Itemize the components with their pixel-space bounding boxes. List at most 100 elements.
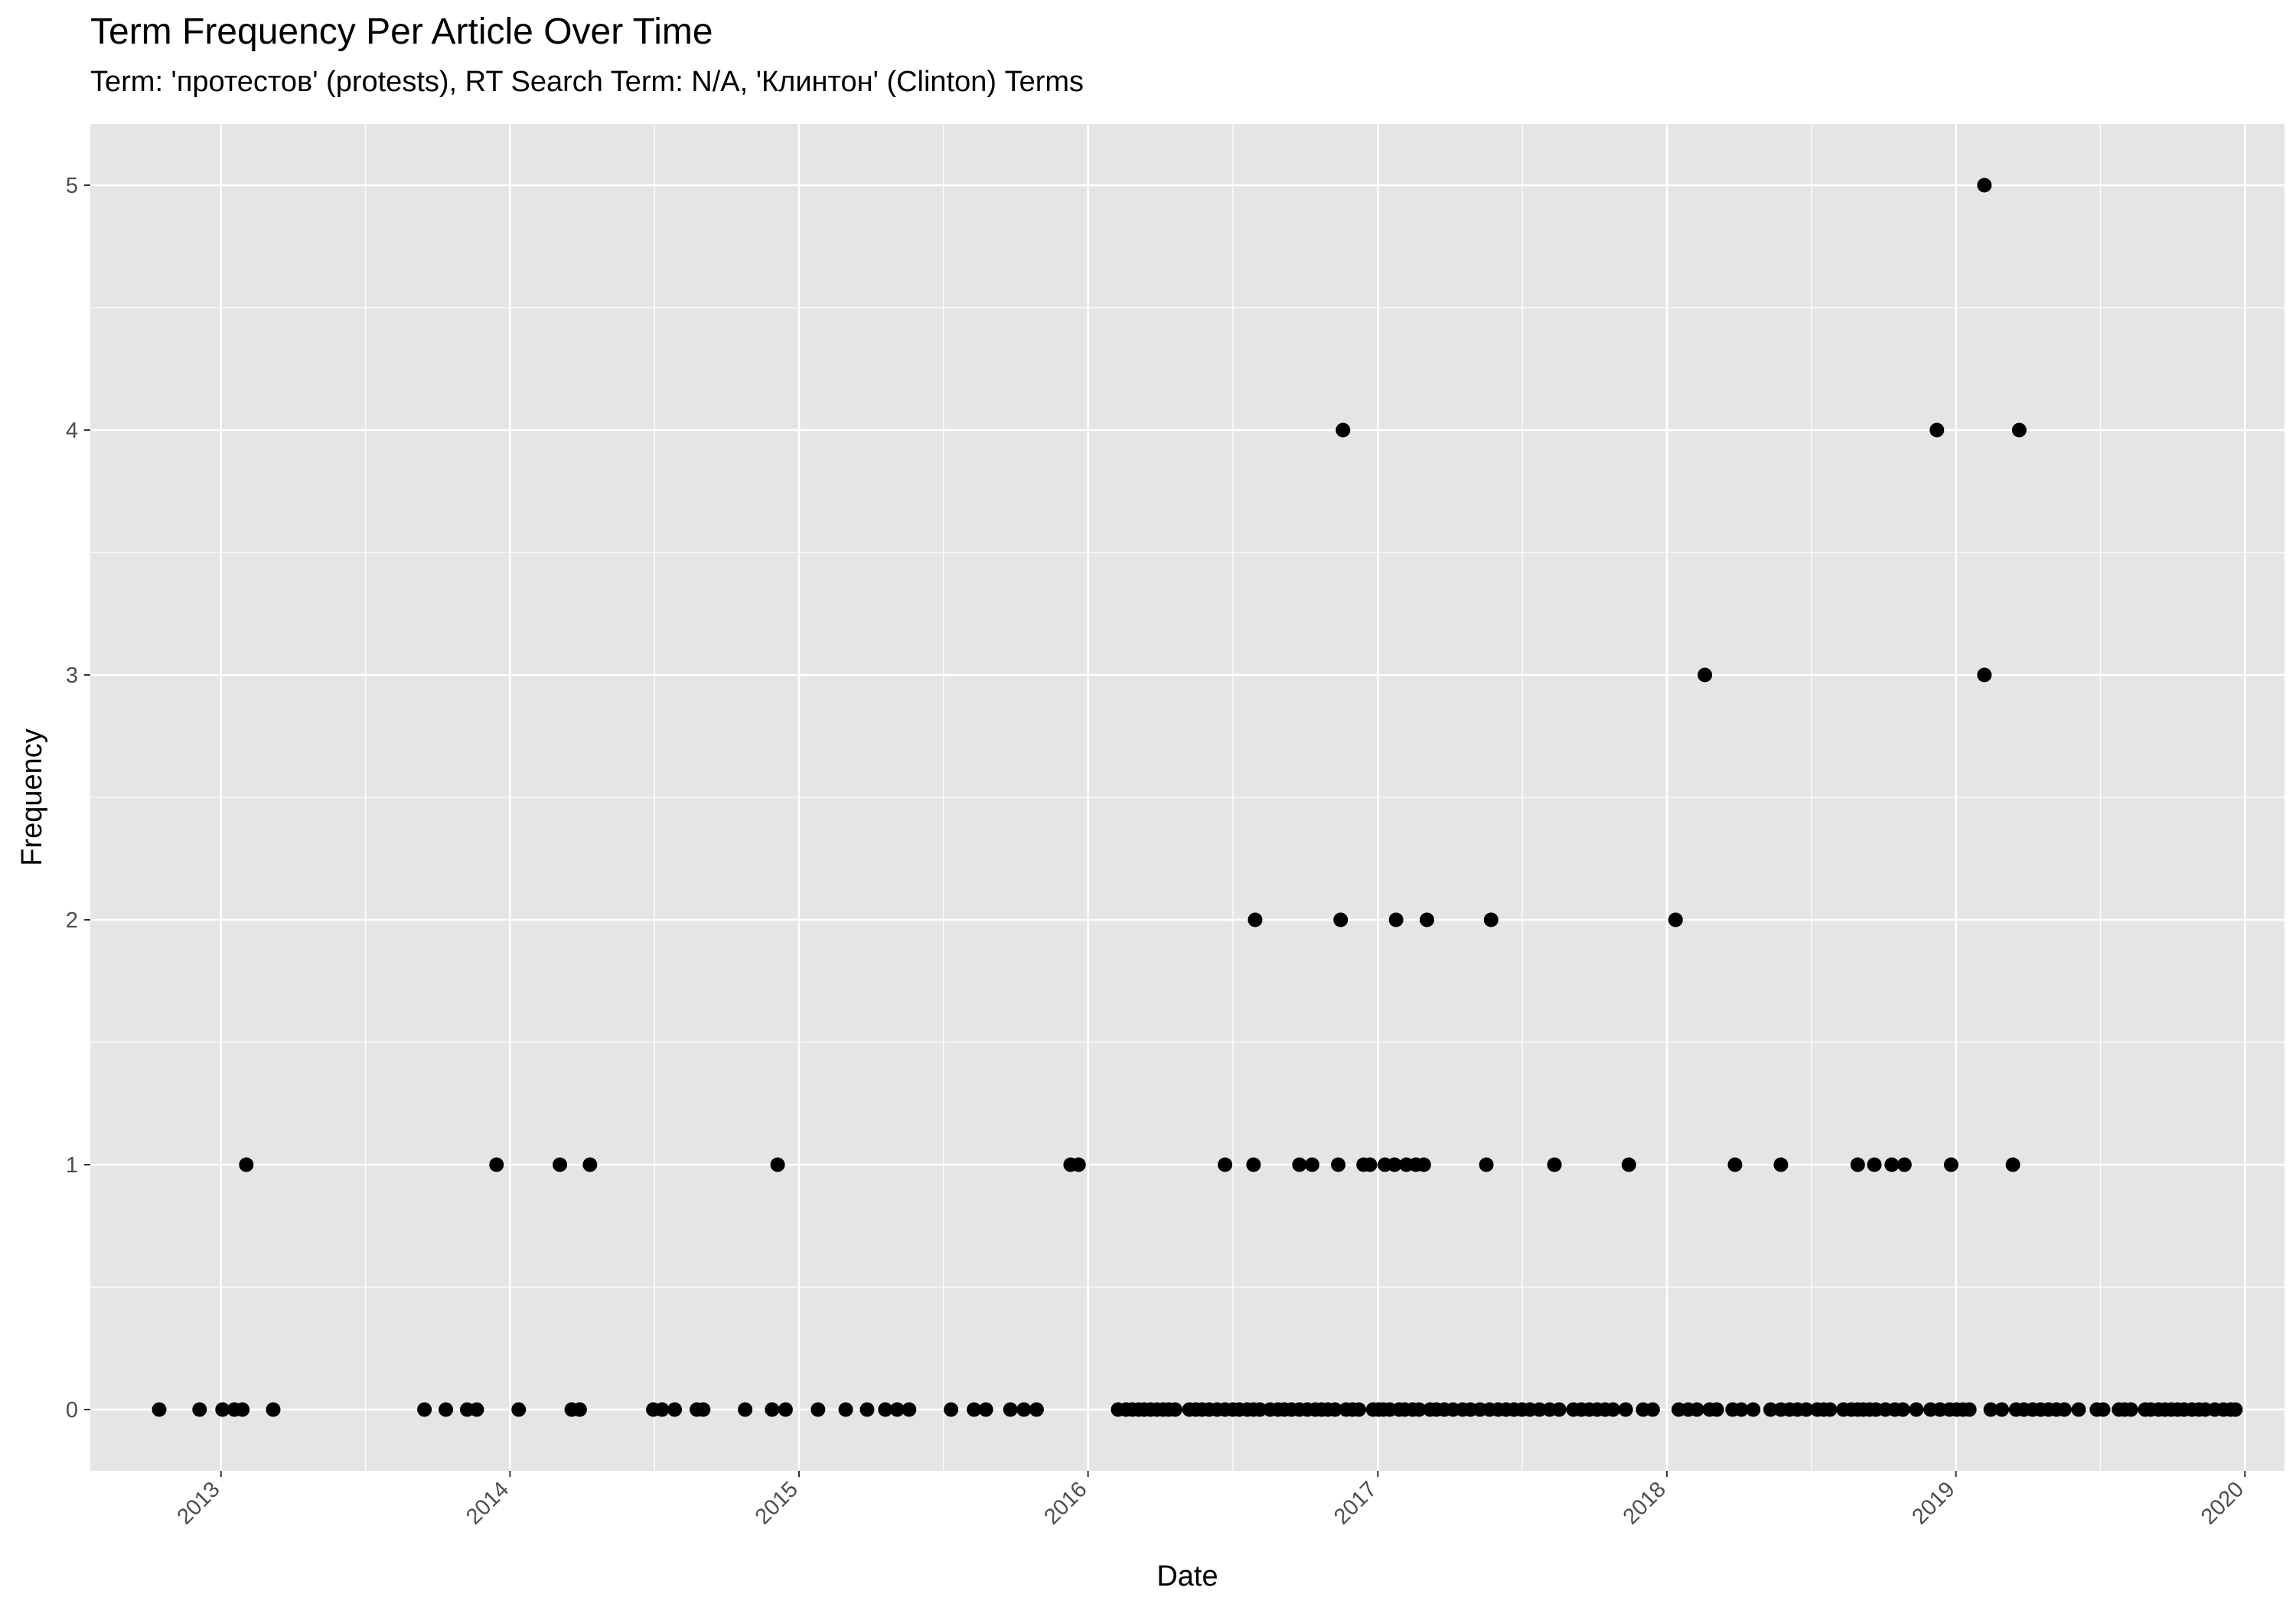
data-point bbox=[1689, 1402, 1704, 1417]
y-axis: 0 1 2 3 4 5 bbox=[66, 174, 90, 1423]
data-point bbox=[1709, 1402, 1724, 1417]
data-point bbox=[978, 1402, 993, 1417]
data-point bbox=[1983, 1402, 1998, 1417]
data-point bbox=[667, 1402, 683, 1417]
data-point bbox=[235, 1402, 250, 1417]
data-point bbox=[1362, 1157, 1378, 1172]
data-point bbox=[1352, 1402, 1367, 1417]
data-point bbox=[1304, 1157, 1319, 1172]
data-point bbox=[778, 1402, 793, 1417]
x-tick-label: 2018 bbox=[1619, 1477, 1671, 1529]
data-point bbox=[1071, 1157, 1086, 1172]
x-tick-label: 2015 bbox=[751, 1477, 803, 1529]
data-point bbox=[2056, 1402, 2072, 1417]
data-point bbox=[738, 1402, 753, 1417]
data-point bbox=[1618, 1402, 1633, 1417]
data-point bbox=[878, 1402, 893, 1417]
data-point bbox=[1763, 1402, 1779, 1417]
data-point bbox=[838, 1402, 853, 1417]
data-point bbox=[810, 1402, 826, 1417]
y-tick-label: 4 bbox=[66, 419, 78, 443]
data-point bbox=[1029, 1402, 1044, 1417]
data-point bbox=[1909, 1402, 1924, 1417]
x-tick-label: 2019 bbox=[1907, 1477, 1959, 1529]
data-point bbox=[1929, 422, 1945, 438]
data-point bbox=[152, 1402, 167, 1417]
data-point bbox=[1746, 1402, 1761, 1417]
data-point bbox=[2005, 1157, 2020, 1172]
data-point bbox=[2228, 1402, 2243, 1417]
data-point bbox=[889, 1402, 905, 1417]
x-tick-label: 2016 bbox=[1039, 1477, 1091, 1529]
data-point bbox=[1822, 1402, 1838, 1417]
data-point bbox=[902, 1402, 917, 1417]
data-point bbox=[1531, 1402, 1547, 1417]
data-point bbox=[1733, 1402, 1749, 1417]
data-point bbox=[944, 1402, 959, 1417]
data-point bbox=[582, 1157, 598, 1172]
data-point bbox=[967, 1402, 982, 1417]
data-point bbox=[1483, 912, 1499, 927]
data-point bbox=[1867, 1157, 1882, 1172]
y-tick-label: 1 bbox=[66, 1153, 78, 1178]
data-point bbox=[654, 1402, 670, 1417]
x-tick-label: 2020 bbox=[2197, 1477, 2249, 1529]
data-point bbox=[1218, 1157, 1233, 1172]
data-point bbox=[1003, 1402, 1018, 1417]
data-point bbox=[696, 1402, 711, 1417]
data-point bbox=[1331, 1157, 1346, 1172]
data-point bbox=[1479, 1157, 1494, 1172]
data-point bbox=[770, 1157, 785, 1172]
data-point bbox=[1896, 1157, 1912, 1172]
data-point bbox=[1962, 1402, 1977, 1417]
data-point bbox=[1551, 1402, 1567, 1417]
data-point bbox=[2095, 1402, 2111, 1417]
chart-subtitle: Term: 'протестов' (protests), RT Search … bbox=[90, 66, 1084, 98]
data-point bbox=[1333, 912, 1349, 927]
data-point bbox=[1336, 422, 1351, 438]
data-point bbox=[469, 1402, 484, 1417]
data-point bbox=[1994, 1402, 2010, 1417]
data-point bbox=[1246, 1157, 1261, 1172]
data-point bbox=[1016, 1402, 1032, 1417]
data-point bbox=[2011, 422, 2027, 438]
data-point bbox=[1252, 1402, 1267, 1417]
data-point bbox=[1416, 1157, 1431, 1172]
data-point bbox=[1668, 912, 1683, 927]
data-point bbox=[511, 1402, 527, 1417]
data-point bbox=[1621, 1157, 1636, 1172]
data-point bbox=[1247, 912, 1263, 927]
y-tick-label: 2 bbox=[66, 908, 78, 933]
data-point bbox=[1977, 178, 1992, 193]
data-point bbox=[1547, 1157, 1562, 1172]
data-point bbox=[1606, 1402, 1621, 1417]
y-tick-label: 5 bbox=[66, 174, 78, 198]
data-point bbox=[417, 1402, 432, 1417]
data-point bbox=[1884, 1157, 1900, 1172]
data-point bbox=[266, 1402, 281, 1417]
chart-title: Term Frequency Per Article Over Time bbox=[90, 11, 713, 52]
data-point bbox=[1167, 1402, 1182, 1417]
data-point bbox=[1698, 667, 1713, 683]
y-axis-title: Frequency bbox=[16, 729, 48, 866]
data-point bbox=[1727, 1157, 1743, 1172]
data-point bbox=[239, 1157, 254, 1172]
data-point bbox=[439, 1402, 454, 1417]
data-point bbox=[1943, 1157, 1958, 1172]
data-point bbox=[1977, 667, 1992, 683]
x-tick-label: 2013 bbox=[172, 1477, 224, 1529]
y-tick-label: 0 bbox=[66, 1398, 78, 1423]
data-points bbox=[152, 178, 2243, 1417]
data-point bbox=[1645, 1402, 1660, 1417]
data-point bbox=[572, 1402, 587, 1417]
data-point bbox=[765, 1402, 780, 1417]
data-point bbox=[553, 1157, 568, 1172]
data-point bbox=[1850, 1157, 1865, 1172]
data-point bbox=[2123, 1402, 2138, 1417]
data-point bbox=[489, 1157, 504, 1172]
y-tick-label: 3 bbox=[66, 663, 78, 688]
data-point bbox=[1387, 1157, 1402, 1172]
data-point bbox=[1292, 1157, 1307, 1172]
data-point bbox=[859, 1402, 875, 1417]
